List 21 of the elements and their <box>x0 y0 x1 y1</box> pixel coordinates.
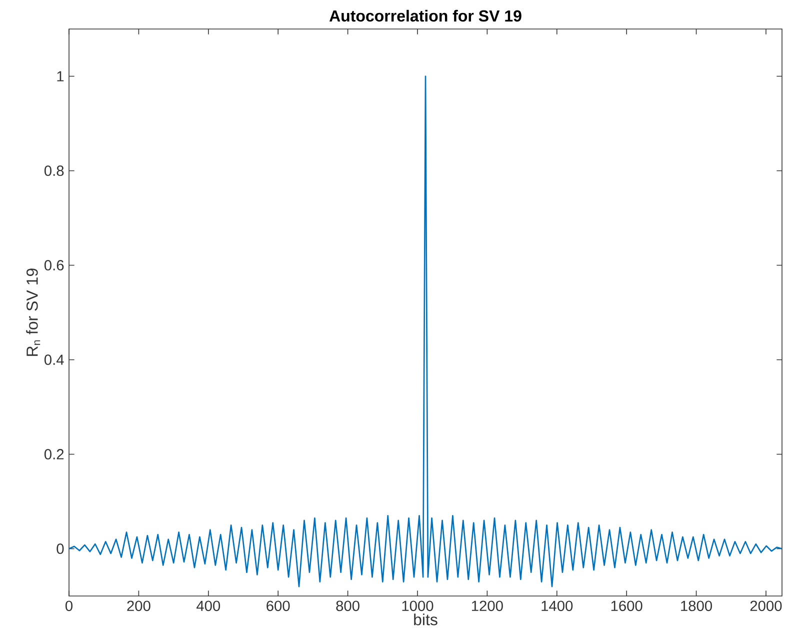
y-tick-label: 0.6 <box>44 260 64 270</box>
x-tick-label: 1600 <box>611 600 642 612</box>
x-tick-label: 200 <box>127 600 150 612</box>
y-tick-label: 0.8 <box>44 166 64 176</box>
y-tick-label: 0 <box>56 544 64 554</box>
x-axis-title: bits <box>414 614 438 626</box>
x-tick-label: 0 <box>65 600 72 612</box>
chart-title: Autocorrelation for SV 19 <box>329 10 522 22</box>
line-series <box>69 76 782 588</box>
y-tick-label: 0.4 <box>44 354 64 365</box>
x-tick-label: 1200 <box>472 600 503 612</box>
x-tick-label: 1800 <box>681 600 712 612</box>
x-tick-label: 1400 <box>542 600 573 612</box>
y-tick-label: 1 <box>57 71 64 82</box>
x-tick-label: 800 <box>336 600 360 612</box>
y-tick-label: 0.2 <box>44 449 64 460</box>
x-tick-label: 1000 <box>402 600 434 612</box>
x-tick-label: 600 <box>266 600 290 612</box>
x-tick-label: 2000 <box>750 600 782 612</box>
x-tick-label: 400 <box>196 600 220 612</box>
y-axis-title: R$_{n}$ for SV 19 <box>26 268 40 356</box>
